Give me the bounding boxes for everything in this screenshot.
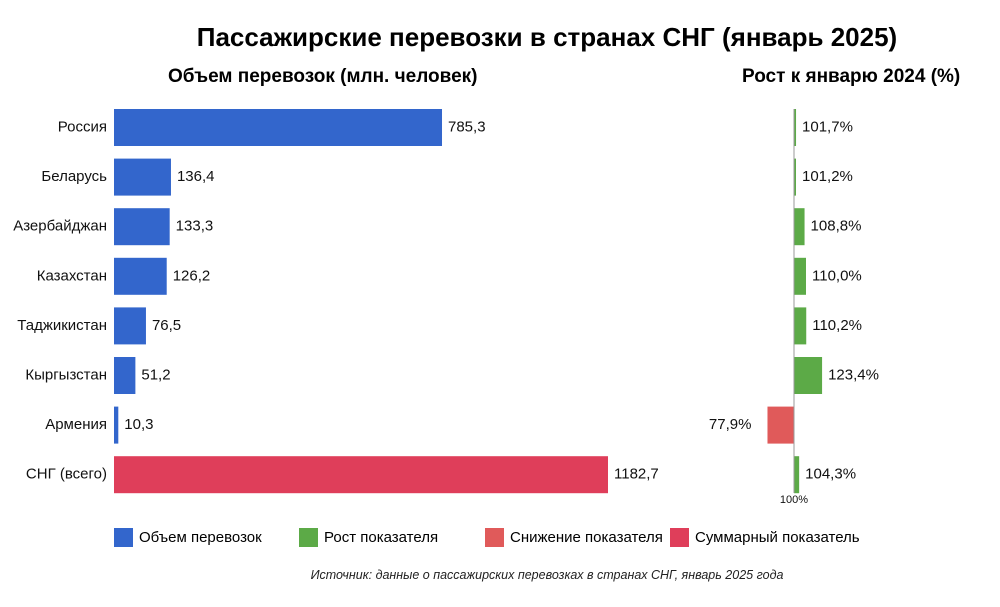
legend-label-growth: Рост показателя [324, 529, 439, 546]
legend-item-growth: Рост показателя [299, 528, 438, 547]
volume-value-label: 133,3 [176, 218, 214, 235]
category-label: СНГ (всего) [26, 466, 107, 483]
category-label: Казахстан [37, 267, 107, 284]
legend: Объем перевозок Рост показателя Снижение… [0, 528, 1000, 552]
legend-label-volume: Объем перевозок [139, 529, 262, 546]
growth-value-label: 110,2% [812, 317, 862, 334]
category-label: Армения [45, 416, 107, 433]
volume-bar [114, 208, 170, 246]
volume-value-label: 136,4 [177, 168, 215, 185]
chart-title: Пассажирские перевозки в странах СНГ (ян… [196, 22, 898, 52]
growth-bar [794, 357, 823, 394]
volume-value-label: 785,3 [448, 118, 486, 135]
growth-value-label: 104,3% [805, 466, 856, 483]
growth-value-label: 101,2% [802, 168, 853, 185]
growth-subtitle: Рост к январю 2024 (%) [742, 66, 961, 87]
legend-item-decline: Снижение показателя [485, 528, 663, 547]
volume-bar [114, 257, 167, 295]
growth-bar [794, 158, 796, 196]
growth-value-label: 110,0% [812, 267, 862, 284]
volume-bar [114, 357, 136, 394]
legend-item-total: Суммарный показатель [670, 528, 860, 547]
baseline-label: 100% [780, 494, 808, 506]
category-label: Таджикистан [17, 317, 107, 334]
legend-swatch-decline [485, 528, 504, 547]
legend-item-volume: Объем перевозок [114, 528, 262, 547]
volume-value-label: 76,5 [152, 317, 181, 334]
growth-bar [794, 208, 805, 246]
volume-value-label: 126,2 [173, 267, 211, 284]
legend-swatch-volume [114, 528, 133, 547]
category-label: Азербайджан [13, 218, 107, 235]
category-label: Россия [58, 118, 107, 135]
volume-bar [114, 406, 119, 444]
legend-swatch-total [670, 528, 689, 547]
growth-bar [794, 257, 806, 295]
growth-value-label: 123,4% [828, 366, 879, 383]
chart-canvas: Россия 785,3 101,7% Беларусь 136,4 101,2% Азер… [13, 109, 879, 506]
growth-value-label: 77,9% [709, 416, 752, 433]
growth-value-label: 108,8% [811, 218, 862, 235]
source-note: Источник: данные о пассажирских перевозк… [310, 568, 784, 582]
growth-bar [794, 307, 807, 345]
legend-swatch-growth [299, 528, 318, 547]
legend-label-total: Суммарный показатель [695, 529, 860, 546]
growth-bar [794, 109, 797, 146]
volume-value-label: 10,3 [124, 416, 153, 433]
category-label: Кыргызстан [25, 366, 107, 383]
volume-bar [114, 158, 171, 196]
growth-bar [794, 456, 800, 494]
volume-bar [114, 456, 608, 494]
volume-value-label: 1182,7 [614, 466, 659, 483]
volume-bar [114, 307, 146, 345]
legend-label-decline: Снижение показателя [510, 529, 663, 546]
volume-bar [114, 109, 443, 146]
category-label: Беларусь [41, 168, 107, 185]
volume-value-label: 51,2 [141, 366, 170, 383]
growth-value-label: 101,7% [802, 118, 853, 135]
decline-bar [767, 406, 794, 444]
volume-subtitle: Объем перевозок (млн. человек) [168, 66, 478, 87]
